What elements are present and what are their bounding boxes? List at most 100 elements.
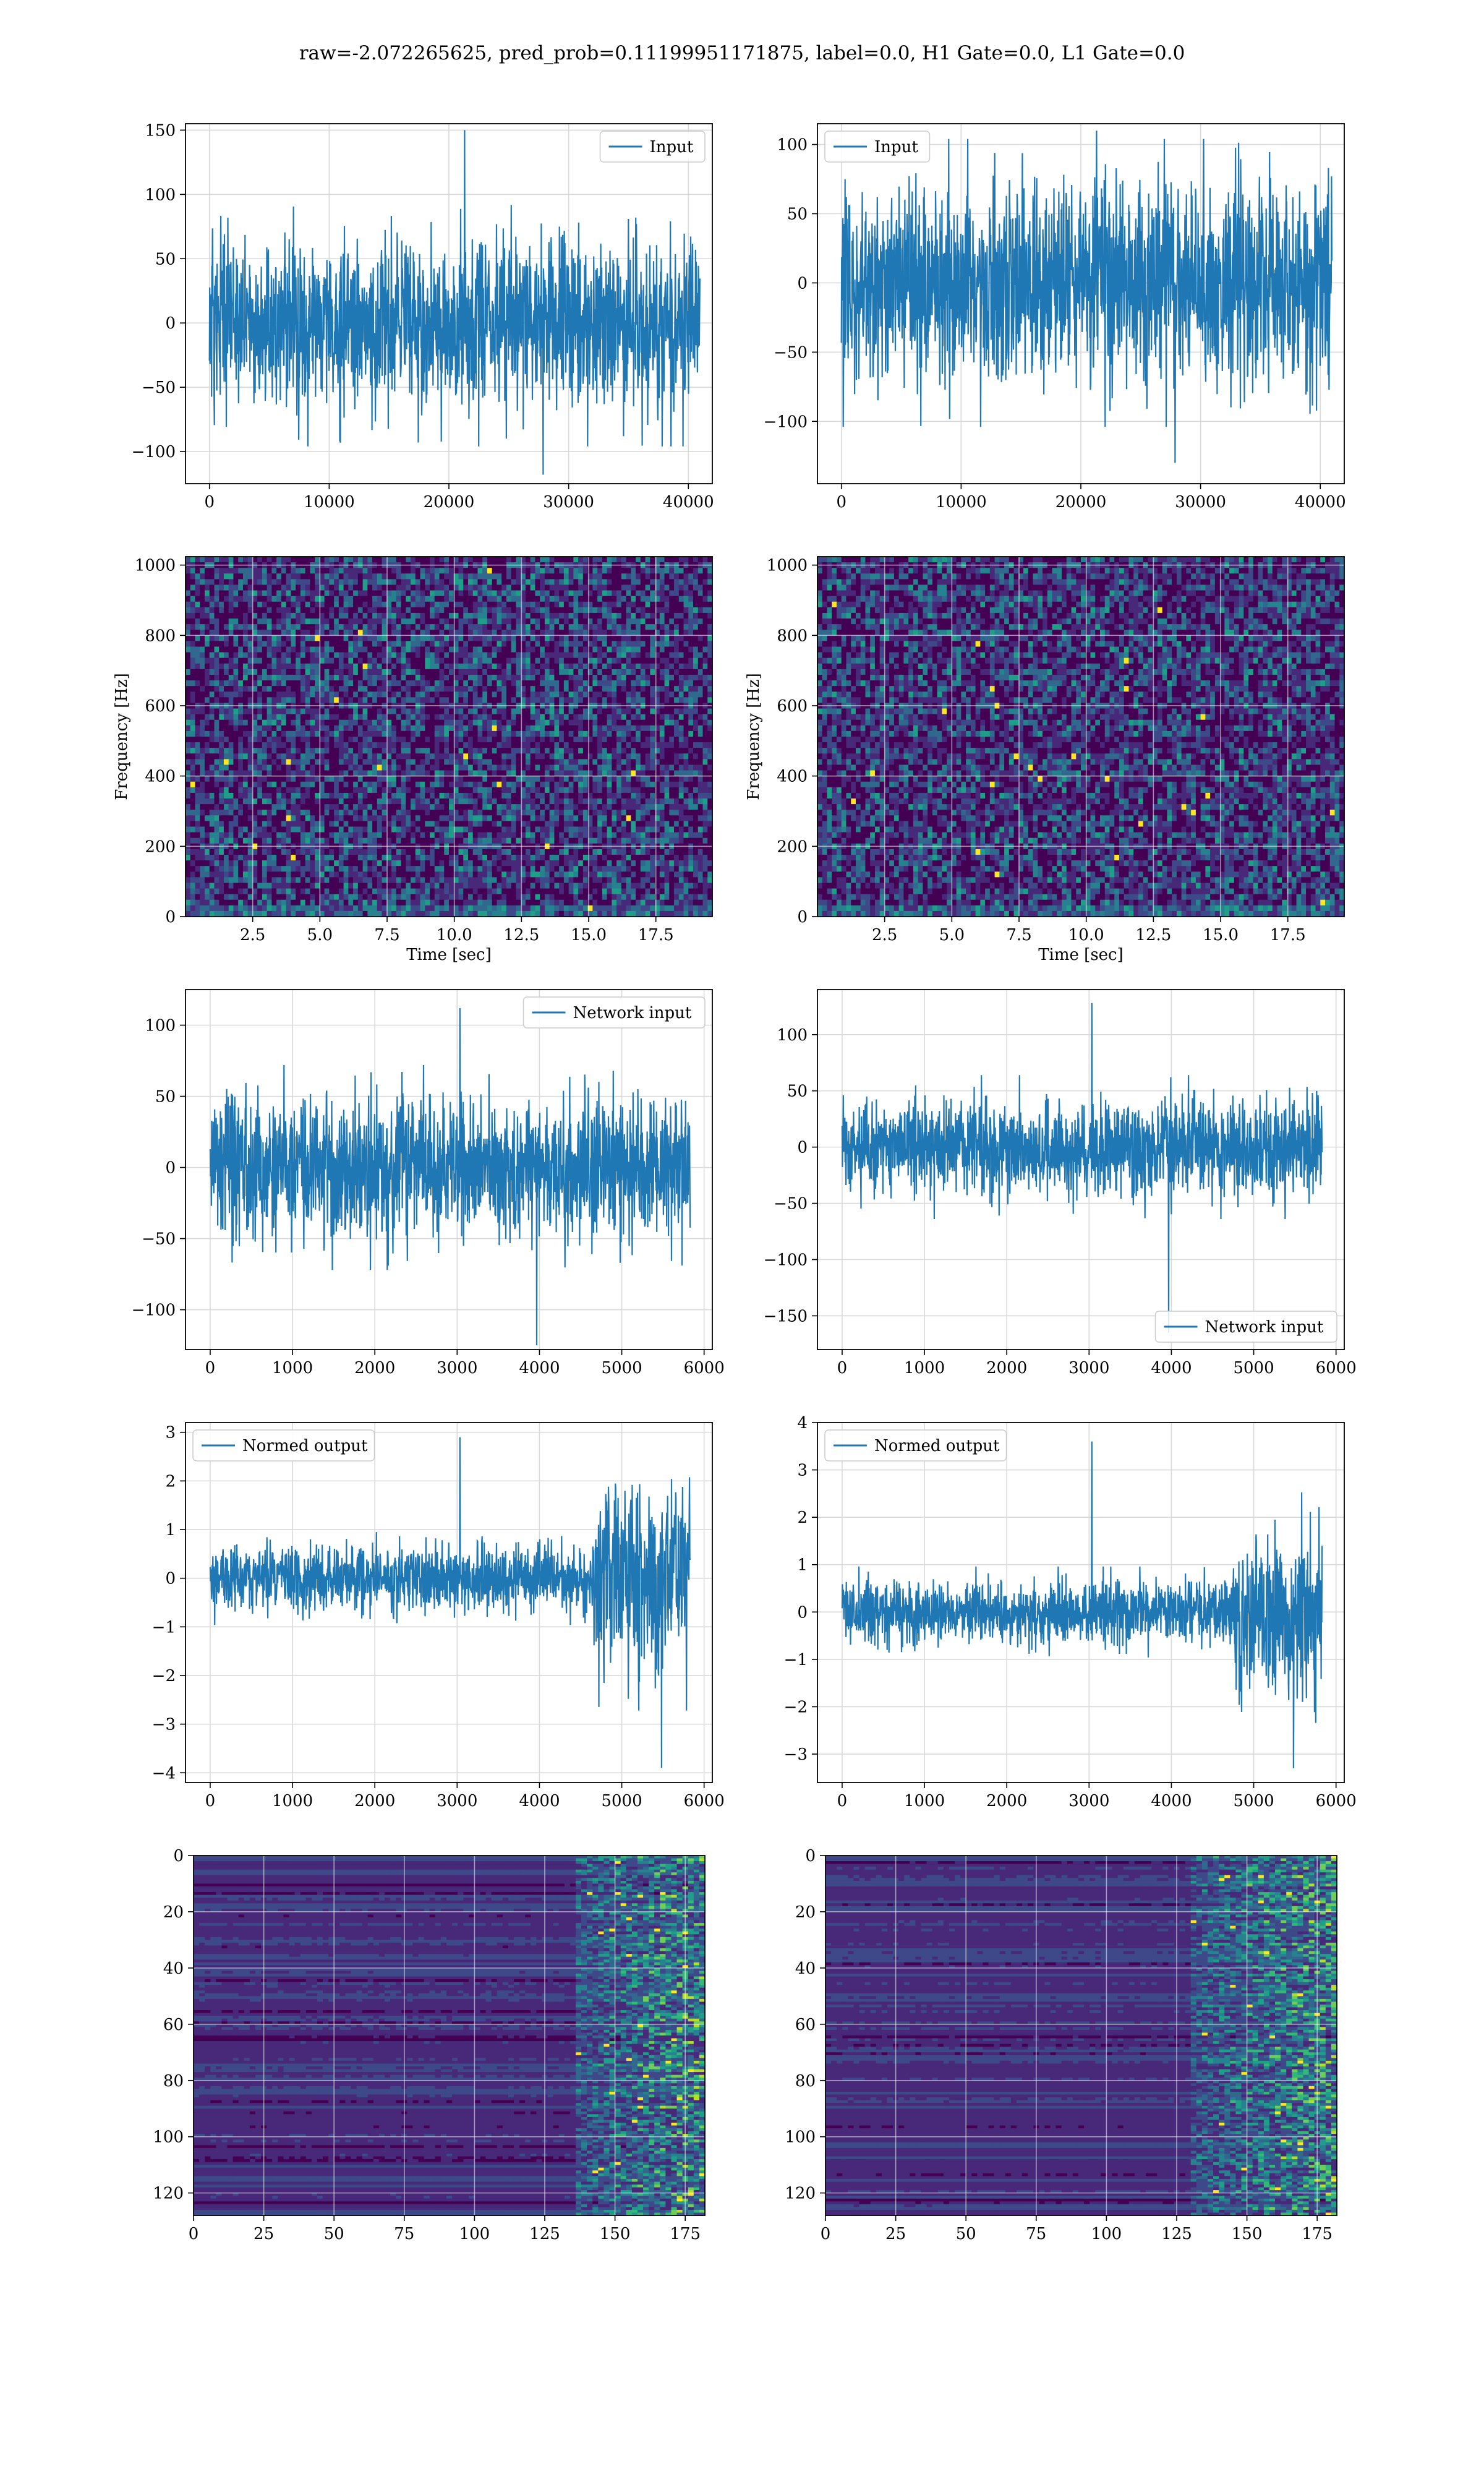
y-tick-label: −150: [764, 1307, 808, 1325]
l1-spectrogram-image: [817, 557, 1344, 917]
x-tick-label: 2.5: [872, 926, 897, 944]
legend: Network input: [522, 996, 706, 1029]
x-tick-label: 150: [600, 2225, 631, 2243]
x-tick-label: 15.0: [1203, 926, 1239, 944]
y-tick-label: 100: [785, 2128, 816, 2147]
y-tick-label: −50: [142, 379, 176, 397]
x-tick-label: 20000: [424, 493, 475, 511]
y-tick-label: −100: [764, 1251, 808, 1270]
y-tick-label: 3: [797, 1462, 808, 1480]
x-tick-label: 10.0: [1068, 926, 1104, 944]
y-tick-label: 50: [155, 1088, 176, 1106]
x-tick-label: 3000: [1068, 1359, 1109, 1377]
x-tick-label: 5000: [601, 1792, 642, 1810]
h1-input-series-line: [208, 130, 701, 475]
y-tick-label: −4: [152, 1764, 176, 1783]
x-tick-label: 75: [394, 2225, 414, 2243]
x-axis-label: Time [sec]: [1038, 946, 1124, 964]
axes-frame: [817, 1422, 1345, 1783]
l1-normed-output-series-line: [841, 1441, 1323, 1769]
y-tick-label: 600: [777, 697, 808, 716]
legend: Input: [824, 131, 931, 163]
y-tick-label: −2: [784, 1698, 808, 1716]
y-tick-label: −3: [152, 1716, 176, 1734]
y-tick-label: −100: [132, 1301, 176, 1320]
legend-label: Input: [650, 138, 694, 156]
x-tick-label: 1000: [904, 1792, 945, 1810]
axes-frame: [817, 556, 1345, 917]
l1-feature-map-panel: 0 25 50 75 100 125 150 175 0 20 40 60 80 100 120: [785, 1847, 1337, 2243]
h1-spectrogram-panel: 2.5 5.0 7.5 10.0 12.5 15.0 17.5 0 200 400 600 800 10…: [113, 556, 713, 964]
y-tick-label: 50: [787, 1082, 808, 1101]
x-tick-label: 1000: [272, 1359, 313, 1377]
legend-box: [522, 996, 706, 1029]
x-tick-label: 30000: [1175, 493, 1226, 511]
y-tick-label: 100: [145, 186, 176, 204]
y-tick-label: 40: [163, 1959, 184, 1978]
legend-box: [824, 1429, 1007, 1462]
x-tick-label: 3000: [437, 1792, 477, 1810]
x-tick-label: 2000: [986, 1359, 1027, 1377]
y-tick-label: 100: [145, 1017, 176, 1035]
axes-frame: [817, 989, 1345, 1350]
y-tick-label: −50: [142, 1230, 176, 1249]
axes-frame: [185, 1422, 713, 1783]
x-tick-label: 17.5: [1270, 926, 1306, 944]
y-tick-label: 50: [787, 205, 808, 224]
legend-label: Normed output: [874, 1437, 1000, 1455]
x-tick-label: 12.5: [1135, 926, 1171, 944]
x-tick-label: 25: [254, 2225, 274, 2243]
y-tick-label: 600: [145, 697, 176, 716]
y-tick-label: 120: [153, 2185, 184, 2203]
l1-input-panel: 0 10000 20000 30000 40000 −100 −50 0 50 100 Input: [764, 123, 1346, 511]
grid-lines: [825, 1855, 1337, 2215]
figure-title: raw=-2.072265625, pred_prob=0.1119995117…: [0, 42, 1484, 64]
y-tick-label: 800: [777, 627, 808, 645]
x-tick-label: 75: [1026, 2225, 1046, 2243]
y-tick-label: −3: [784, 1745, 808, 1764]
y-tick-label: −1: [784, 1651, 808, 1669]
y-tick-label: 1: [165, 1521, 176, 1539]
x-tick-label: 5000: [1233, 1359, 1274, 1377]
y-tick-label: 0: [797, 1139, 808, 1157]
x-tick-label: 1000: [904, 1359, 945, 1377]
y-tick-label: 50: [155, 250, 176, 268]
y-tick-label: −1: [152, 1618, 176, 1637]
y-tick-label: 2: [165, 1472, 176, 1491]
y-tick-label: 100: [777, 136, 808, 155]
x-tick-label: 4000: [1151, 1359, 1192, 1377]
h1-feature-map-image: [194, 1856, 705, 2215]
legend-box: [192, 1429, 375, 1462]
x-tick-label: 17.5: [638, 926, 674, 944]
x-tick-label: 5.0: [939, 926, 965, 944]
plot-area: [186, 1423, 712, 1783]
l1-normed-output-panel: 0 1000 2000 3000 4000 5000 6000 −3 −2 −1 0 1 2 3 4 Norm…: [784, 1414, 1357, 1810]
h1-normed-output-series-line: [209, 1437, 691, 1768]
y-tick-label: −100: [764, 413, 808, 431]
h1-normed-output-panel: 0 1000 2000 3000 4000 5000 6000 −4 −3 −2 −1 0 1 2 3 Nor…: [152, 1422, 725, 1810]
legend-box: [824, 131, 931, 163]
x-tick-label: 175: [1302, 2225, 1333, 2243]
axes-frame: [185, 989, 713, 1350]
h1-network-input-panel: 0 1000 2000 3000 4000 5000 6000 −100 −50 0 50 100 Ne…: [132, 989, 725, 1377]
y-tick-label: 1000: [135, 557, 176, 575]
x-tick-label: 125: [1161, 2225, 1192, 2243]
x-tick-label: 7.5: [374, 926, 399, 944]
x-tick-label: 10000: [304, 493, 355, 511]
y-tick-label: 40: [795, 1959, 816, 1978]
legend-label: Network input: [573, 1004, 692, 1022]
x-tick-label: 5000: [1233, 1792, 1274, 1810]
y-tick-label: 0: [797, 908, 808, 927]
x-tick-label: 4000: [519, 1792, 560, 1810]
x-axis-label: Time [sec]: [406, 946, 492, 964]
y-tick-label: −2: [152, 1667, 176, 1685]
y-tick-label: 0: [165, 314, 176, 333]
y-tick-label: 0: [165, 908, 176, 927]
h1-input-panel: 0 10000 20000 30000 40000 −100 −50 0 50 100 150 Inp…: [132, 121, 714, 511]
y-tick-label: 0: [805, 1847, 816, 1865]
y-axis-label: Frequency [Hz]: [744, 673, 763, 800]
x-tick-label: 40000: [663, 493, 714, 511]
x-tick-label: 3000: [437, 1359, 477, 1377]
y-tick-label: 200: [777, 837, 808, 856]
